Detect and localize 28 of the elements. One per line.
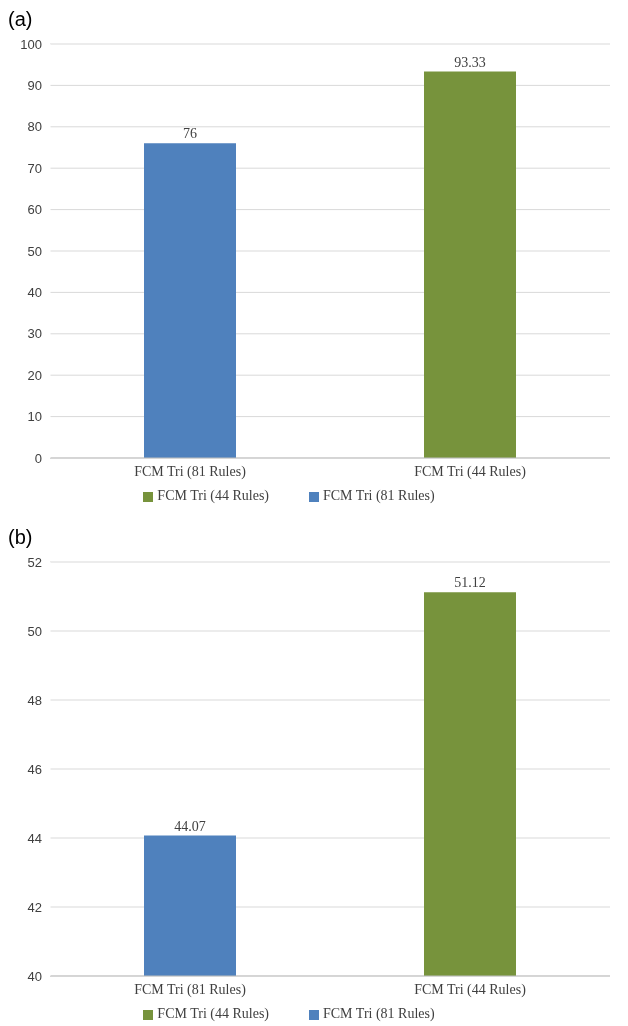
legend-label: FCM Tri (81 Rules) — [323, 488, 435, 503]
chart-title: (b) — [8, 526, 34, 550]
y-tick-label: 42 — [27, 899, 42, 915]
y-tick-label: 40 — [27, 968, 42, 984]
y-tick-label: 50 — [27, 623, 42, 639]
y-tick-label: 30 — [27, 326, 42, 342]
y-tick-label: 90 — [27, 78, 42, 94]
y-tick-label: 46 — [27, 761, 42, 777]
y-tick-label: 52 — [27, 554, 42, 570]
data-label: 76 — [183, 126, 197, 142]
y-tick-label: 100 — [20, 36, 42, 52]
y-tick-label: 10 — [27, 409, 42, 425]
data-label: 93.33 — [454, 54, 486, 70]
chart-title: (a) — [8, 8, 34, 32]
y-tick-label: 0 — [34, 450, 42, 466]
legend-label: FCM Tri (81 Rules) — [323, 1006, 435, 1021]
y-tick-label: 44 — [27, 830, 42, 846]
y-tick-label: 70 — [27, 160, 42, 176]
y-tick-label: 20 — [27, 367, 42, 383]
legend-label: FCM Tri (44 Rules) — [157, 488, 269, 503]
y-tick-label: 48 — [27, 692, 42, 708]
y-tick-label: 80 — [27, 119, 42, 135]
y-tick-label: 50 — [27, 243, 42, 259]
data-label: 44.07 — [174, 818, 206, 834]
data-label: 51.12 — [454, 575, 486, 591]
y-tick-label: 60 — [27, 202, 42, 218]
y-tick-label: 40 — [27, 285, 42, 301]
legend-label: FCM Tri (44 Rules) — [157, 1006, 269, 1021]
